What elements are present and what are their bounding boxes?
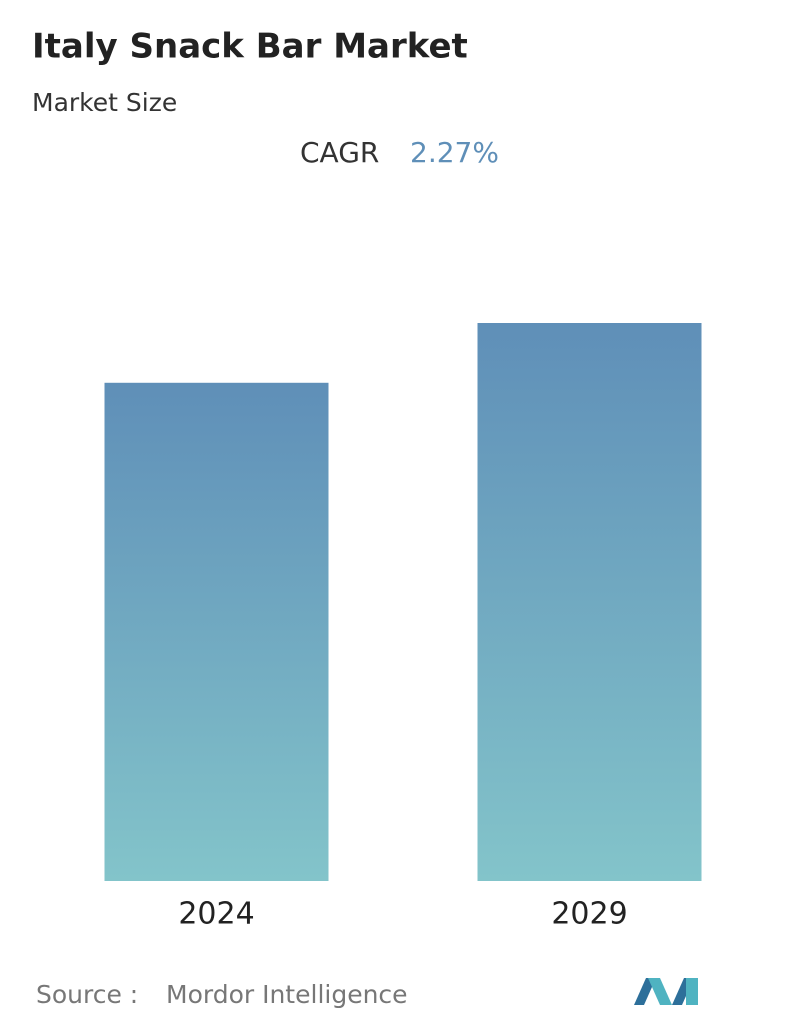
source-label: Source : (36, 980, 138, 1009)
chart-title: Italy Snack Bar Market (32, 27, 468, 67)
x-tick-label: 2029 (551, 897, 627, 932)
cagr-label: CAGR (300, 136, 379, 169)
source: Mordor Intelligence (166, 980, 408, 1009)
chart-subtitle: Market Size (32, 88, 177, 117)
x-tick-label: 2024 (178, 897, 254, 932)
bar (104, 382, 329, 881)
logo (634, 978, 698, 1005)
cagr-value: 2.27% (410, 136, 499, 169)
bar (477, 323, 702, 881)
